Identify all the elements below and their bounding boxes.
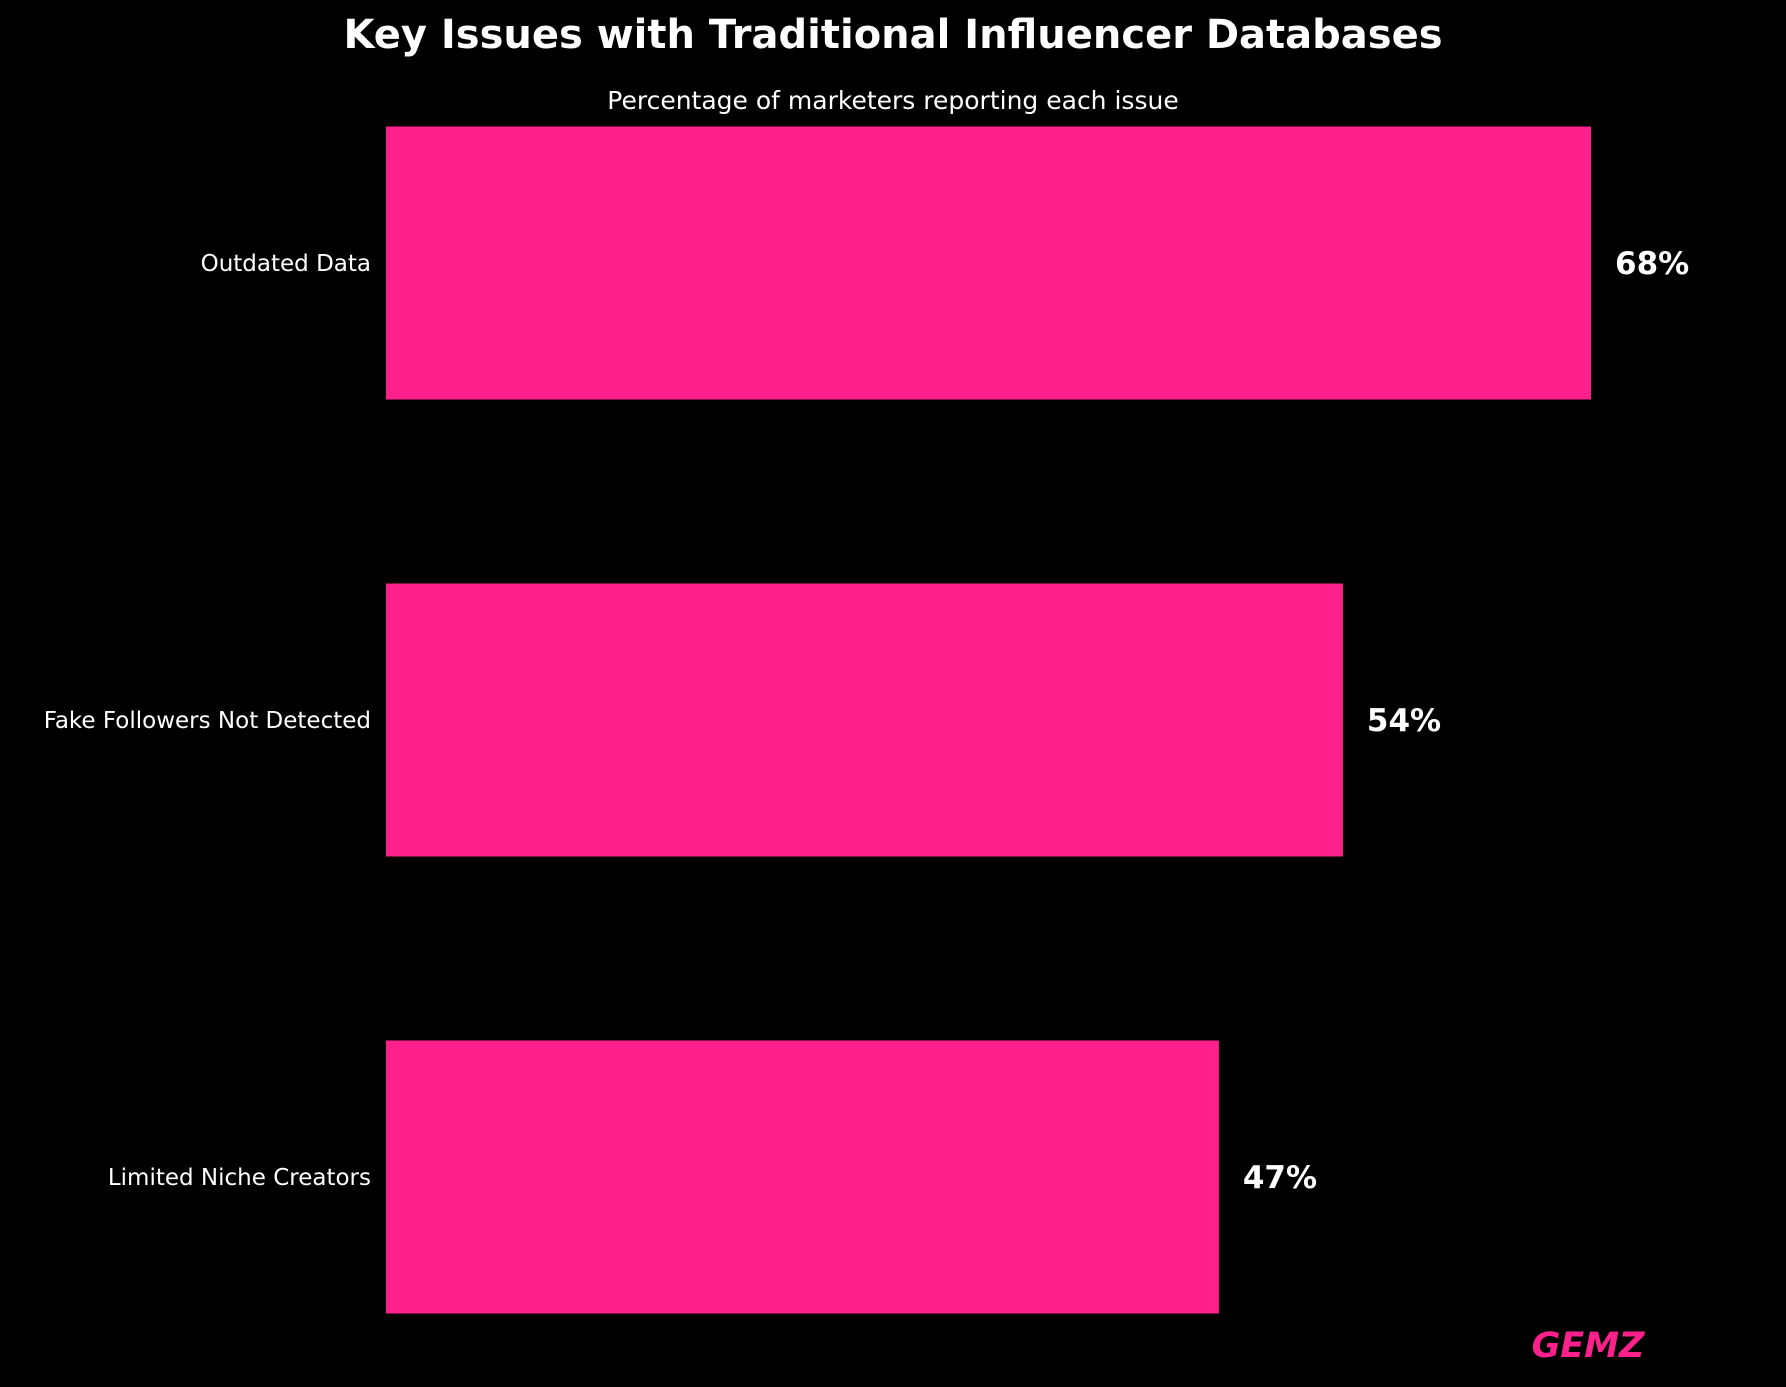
- chart-subtitle: Percentage of marketers reporting each i…: [607, 86, 1178, 115]
- category-label: Fake Followers Not Detected: [44, 708, 371, 734]
- chart-title: Key Issues with Traditional Influencer D…: [343, 12, 1442, 58]
- bar: [386, 1040, 1219, 1314]
- category-label: Limited Niche Creators: [108, 1165, 371, 1191]
- value-label: 54%: [1367, 703, 1441, 739]
- bar: [386, 583, 1343, 857]
- value-label: 47%: [1243, 1160, 1317, 1196]
- brand-logo: GEMZ: [1532, 1326, 1645, 1366]
- value-label: 68%: [1615, 246, 1689, 282]
- category-label: Outdated Data: [201, 251, 371, 277]
- bars-group: Outdated Data 68% Fake Followers Not Detec…: [44, 126, 1689, 1314]
- bar: [386, 126, 1591, 400]
